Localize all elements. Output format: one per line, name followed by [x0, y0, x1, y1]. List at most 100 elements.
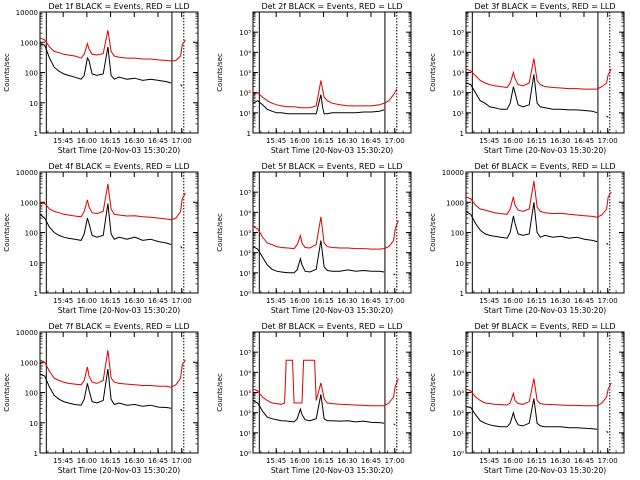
- x-tick-label: 16:30: [124, 297, 144, 305]
- panel-title: Det 3f BLACK = Events, RED = LLD: [474, 2, 615, 11]
- x-tick-label: 16:45: [148, 457, 168, 465]
- x-tick-label: 16:00: [503, 297, 523, 305]
- series-line-lld: [465, 378, 612, 407]
- series-line-lld: [465, 58, 612, 90]
- series-line-events: [252, 394, 396, 426]
- x-tick-label: 16:30: [337, 297, 357, 305]
- y-tick-label: 1000: [20, 39, 38, 47]
- series-line-events: [39, 43, 183, 87]
- x-tick-label: 16:00: [77, 137, 97, 145]
- x-tick-label: 16:00: [77, 297, 97, 305]
- y-axis-label: Counts/sec: [216, 373, 224, 412]
- y-tick-label: 10¹: [452, 430, 464, 438]
- y-tick-label: 10⁴: [452, 369, 464, 377]
- x-tick-label: 16:45: [574, 297, 594, 305]
- y-tick-label: 10¹: [239, 110, 251, 118]
- x-axis-label: Start Time (20-Nov-03 15:30:20): [58, 306, 180, 315]
- x-tick-label: 16:30: [124, 137, 144, 145]
- x-tick-label: 16:15: [100, 297, 120, 305]
- series-line-lld: [465, 181, 612, 218]
- x-tick-label: 16:15: [100, 137, 120, 145]
- plot-frame: [252, 11, 412, 134]
- plot-frame: [465, 171, 625, 294]
- x-tick-label: 17:00: [385, 457, 405, 465]
- y-tick-label: 1: [247, 130, 251, 138]
- panel-title: Det 5f BLACK = Events, RED = LLD: [261, 162, 402, 171]
- x-tick-label: 15:45: [53, 137, 73, 145]
- y-tick-label: 10³: [239, 390, 251, 398]
- y-tick-label: 10000: [16, 169, 38, 177]
- x-tick-label: 17:00: [598, 137, 618, 145]
- series-line-events: [465, 74, 609, 118]
- x-tick-label: 17:00: [172, 137, 192, 145]
- y-tick-label: 100: [25, 390, 38, 398]
- y-tick-label: 100: [25, 230, 38, 238]
- y-tick-label: 1000: [446, 199, 464, 207]
- y-axis-label: Counts/sec: [429, 213, 437, 252]
- y-tick-label: 1: [460, 290, 464, 298]
- x-tick-label: 17:00: [598, 457, 618, 465]
- panel-title: Det 9f BLACK = Events, RED = LLD: [474, 322, 615, 331]
- y-axis-label: Counts/sec: [429, 53, 437, 92]
- series-line-events: [465, 398, 609, 434]
- y-tick-label: 1: [460, 130, 464, 138]
- y-tick-label: 10: [29, 100, 38, 108]
- x-axis-label: Start Time (20-Nov-03 15:30:20): [271, 146, 393, 155]
- y-axis-label: Counts/sec: [216, 53, 224, 92]
- x-tick-label: 16:15: [526, 457, 546, 465]
- y-tick-label: 10⁵: [452, 349, 464, 357]
- y-tick-label: 10⁵: [239, 29, 251, 37]
- series-line-events: [252, 94, 385, 115]
- panel-title: Det 7f BLACK = Events, RED = LLD: [48, 322, 189, 331]
- detector-panel-8: Det 8f BLACK = Events, RED = LLD 10⁰ 10¹ 10…: [216, 322, 412, 475]
- x-tick-label: 16:00: [77, 457, 97, 465]
- x-tick-label: 17:00: [172, 297, 192, 305]
- detector-panel-2: Det 2f BLACK = Events, RED = LLD 1 10¹ 10² 1…: [216, 2, 412, 155]
- y-tick-label: 10²: [452, 410, 464, 418]
- x-axis-label: Start Time (20-Nov-03 15:30:20): [58, 466, 180, 475]
- y-tick-label: 10⁴: [239, 209, 251, 217]
- x-tick-label: 16:30: [337, 457, 357, 465]
- x-tick-label: 16:00: [503, 457, 523, 465]
- y-axis-label: Counts/sec: [3, 213, 11, 252]
- x-tick-label: 15:45: [266, 457, 286, 465]
- panel-title: Det 8f BLACK = Events, RED = LLD: [261, 322, 402, 331]
- detector-panel-3: Det 3f BLACK = Events, RED = LLD 1 10¹ 10² 1…: [429, 2, 625, 155]
- y-tick-label: 1000: [20, 199, 38, 207]
- x-tick-label: 16:00: [290, 457, 310, 465]
- plot-frame: [39, 171, 199, 294]
- y-axis-label: Counts/sec: [3, 373, 11, 412]
- series-line-lld: [252, 359, 399, 407]
- y-tick-label: 10²: [239, 410, 251, 418]
- y-axis-label: Counts/sec: [429, 373, 437, 412]
- series-line-lld: [39, 183, 186, 221]
- y-tick-label: 10²: [452, 90, 464, 98]
- y-tick-label: 10⁵: [239, 189, 251, 197]
- y-axis-label: Counts/sec: [216, 213, 224, 252]
- y-tick-label: 10⁴: [239, 369, 251, 377]
- x-axis-label: Start Time (20-Nov-03 15:30:20): [484, 466, 606, 475]
- panel-title: Det 4f BLACK = Events, RED = LLD: [48, 162, 189, 171]
- series-line-events: [252, 240, 396, 276]
- x-axis-label: Start Time (20-Nov-03 15:30:20): [484, 306, 606, 315]
- y-tick-label: 10⁰: [239, 290, 251, 298]
- panel-title: Det 2f BLACK = Events, RED = LLD: [261, 2, 402, 11]
- x-axis-label: Start Time (20-Nov-03 15:30:20): [271, 466, 393, 475]
- panel-title: Det 6f BLACK = Events, RED = LLD: [474, 162, 615, 171]
- series-line-lld: [39, 350, 186, 388]
- y-tick-label: 10¹: [452, 110, 464, 118]
- x-tick-label: 15:45: [479, 297, 499, 305]
- x-tick-label: 16:45: [148, 137, 168, 145]
- y-tick-label: 10²: [239, 250, 251, 258]
- x-tick-label: 16:15: [100, 457, 120, 465]
- y-tick-label: 10⁵: [239, 349, 251, 357]
- x-tick-label: 15:45: [266, 137, 286, 145]
- y-tick-label: 10000: [442, 169, 464, 177]
- y-tick-label: 10⁰: [239, 450, 251, 458]
- x-tick-label: 15:45: [53, 297, 73, 305]
- x-tick-label: 15:45: [479, 457, 499, 465]
- y-tick-label: 10¹: [239, 270, 251, 278]
- x-tick-label: 16:00: [290, 137, 310, 145]
- y-tick-label: 10⁵: [452, 29, 464, 37]
